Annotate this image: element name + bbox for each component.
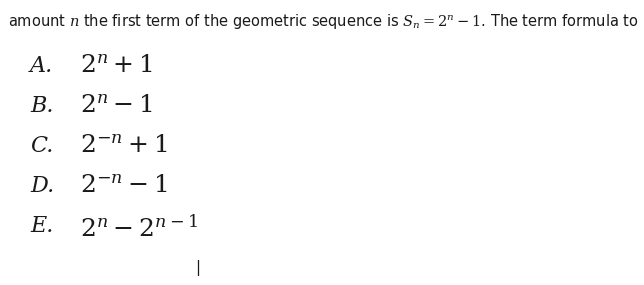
Text: $2^{n} - 2^{n-1}$: $2^{n} - 2^{n-1}$ (80, 215, 198, 241)
Text: D.: D. (30, 175, 54, 197)
Text: E.: E. (30, 215, 53, 237)
Text: $2^{-n} - 1$: $2^{-n} - 1$ (80, 175, 167, 198)
Text: $2^{n} - 1$: $2^{n} - 1$ (80, 95, 153, 118)
Text: A.: A. (30, 55, 53, 77)
Text: $2^{-n} + 1$: $2^{-n} + 1$ (80, 135, 167, 158)
Text: C.: C. (30, 135, 53, 157)
Text: |: | (195, 260, 200, 276)
Text: $2^{n} + 1$: $2^{n} + 1$ (80, 55, 153, 78)
Text: B.: B. (30, 95, 53, 117)
Text: amount $n$ the first term of the geometric sequence is $S_n = 2^n - 1$. The term: amount $n$ the first term of the geometr… (8, 12, 644, 31)
